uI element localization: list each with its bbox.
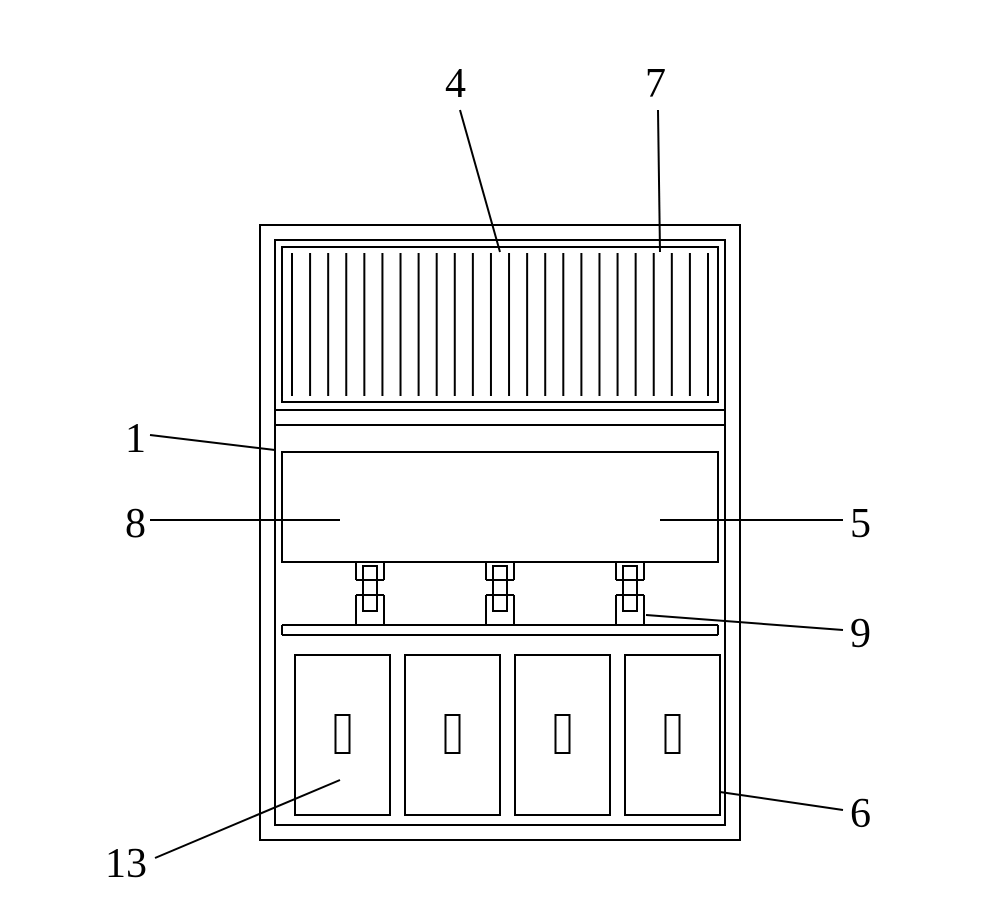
leader-line — [658, 110, 660, 252]
leader-line — [155, 780, 340, 858]
part-label-5: 5 — [850, 500, 871, 548]
part-label-9: 9 — [850, 610, 871, 658]
leader-line — [720, 792, 843, 810]
cabinet-door-handle — [446, 715, 460, 753]
leader-line — [150, 435, 275, 450]
bottom-cabinet-door — [405, 655, 500, 815]
part-label-8: 8 — [125, 500, 146, 548]
cabinet-door-handle — [556, 715, 570, 753]
part-label-6: 6 — [850, 790, 871, 838]
part-label-1: 1 — [125, 415, 146, 463]
cabinet-door-handle — [336, 715, 350, 753]
connector-pin — [363, 566, 377, 611]
connector-pin — [493, 566, 507, 611]
leader-line — [460, 110, 500, 252]
bottom-cabinet-door — [515, 655, 610, 815]
part-label-4: 4 — [445, 60, 466, 108]
part-label-7: 7 — [645, 60, 666, 108]
leader-line — [646, 615, 843, 630]
bottom-cabinet-door — [295, 655, 390, 815]
cabinet-door-handle — [666, 715, 680, 753]
technical-diagram — [0, 0, 1000, 912]
bottom-cabinet-door — [625, 655, 720, 815]
part-label-13: 13 — [105, 840, 147, 888]
grille-box — [282, 247, 718, 402]
mid-panel — [282, 452, 718, 562]
connector-pin — [623, 566, 637, 611]
